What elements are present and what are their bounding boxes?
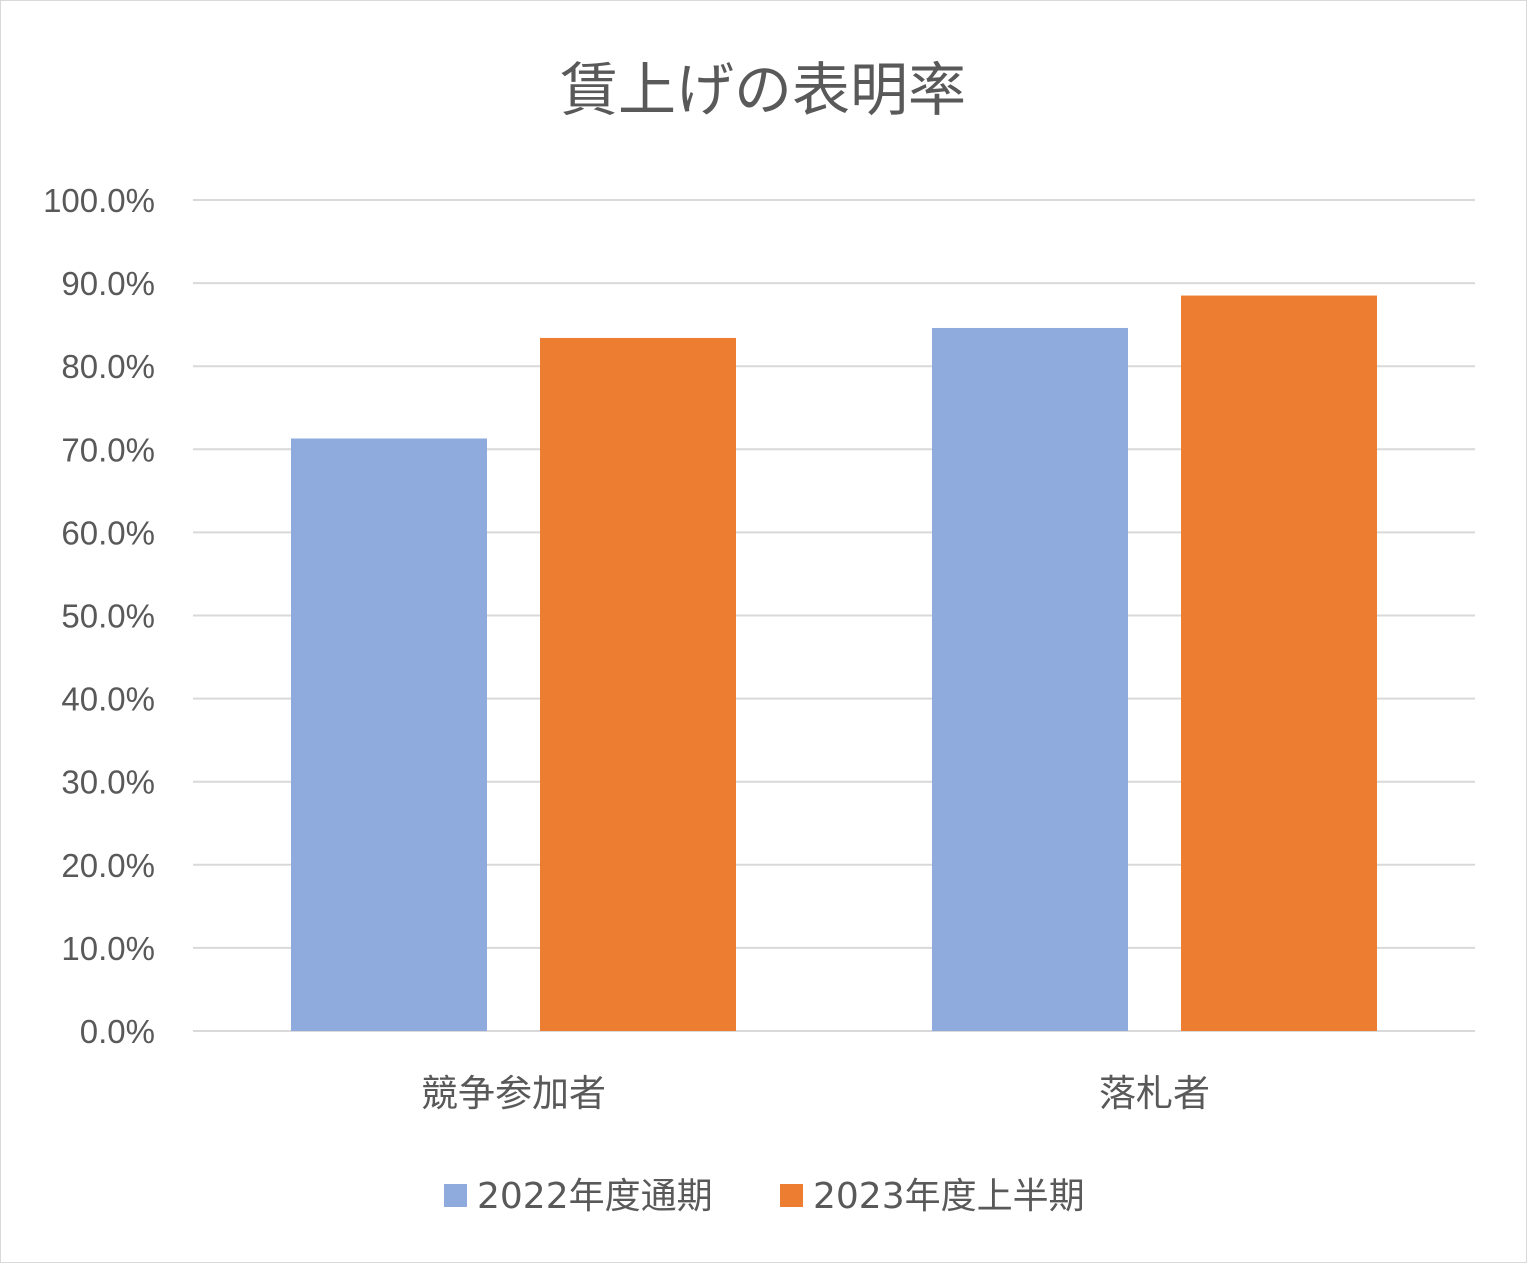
y-tick-label: 50.0%: [61, 598, 155, 635]
y-tick-label: 20.0%: [61, 847, 155, 884]
y-tick-label: 0.0%: [80, 1013, 155, 1050]
y-tick-label: 80.0%: [61, 348, 155, 385]
legend-swatch: [444, 1184, 467, 1207]
bars: [291, 295, 1377, 1031]
x-category-label: 落札者: [1099, 1072, 1210, 1115]
bar-2-2: [1181, 295, 1377, 1031]
legend-swatch: [780, 1184, 803, 1207]
legend-label: 2023年度上半期: [813, 1176, 1085, 1217]
bar-2-1: [540, 337, 736, 1031]
category-labels: 競争参加者 落札者: [421, 1072, 1210, 1115]
legend: 2022年度通期 2023年度上半期: [444, 1176, 1085, 1217]
bar-1-2: [932, 327, 1128, 1031]
chart-title: 賃上げの表明率: [560, 56, 966, 124]
y-tick-label: 40.0%: [61, 681, 155, 718]
y-tick-label: 90.0%: [61, 265, 155, 302]
bar-1-1: [291, 438, 487, 1031]
y-tick-label: 100.0%: [43, 182, 155, 219]
x-category-label: 競争参加者: [421, 1072, 606, 1115]
y-tick-label: 10.0%: [61, 930, 155, 967]
y-tick-label: 60.0%: [61, 514, 155, 551]
y-tick-label: 30.0%: [61, 764, 155, 801]
y-axis-tick-labels: 0.0% 10.0% 20.0% 30.0% 40.0% 50.0% 60.0% 70.0% 8…: [43, 182, 155, 1050]
legend-label: 2022年度通期: [477, 1176, 713, 1217]
y-tick-label: 70.0%: [61, 431, 155, 468]
